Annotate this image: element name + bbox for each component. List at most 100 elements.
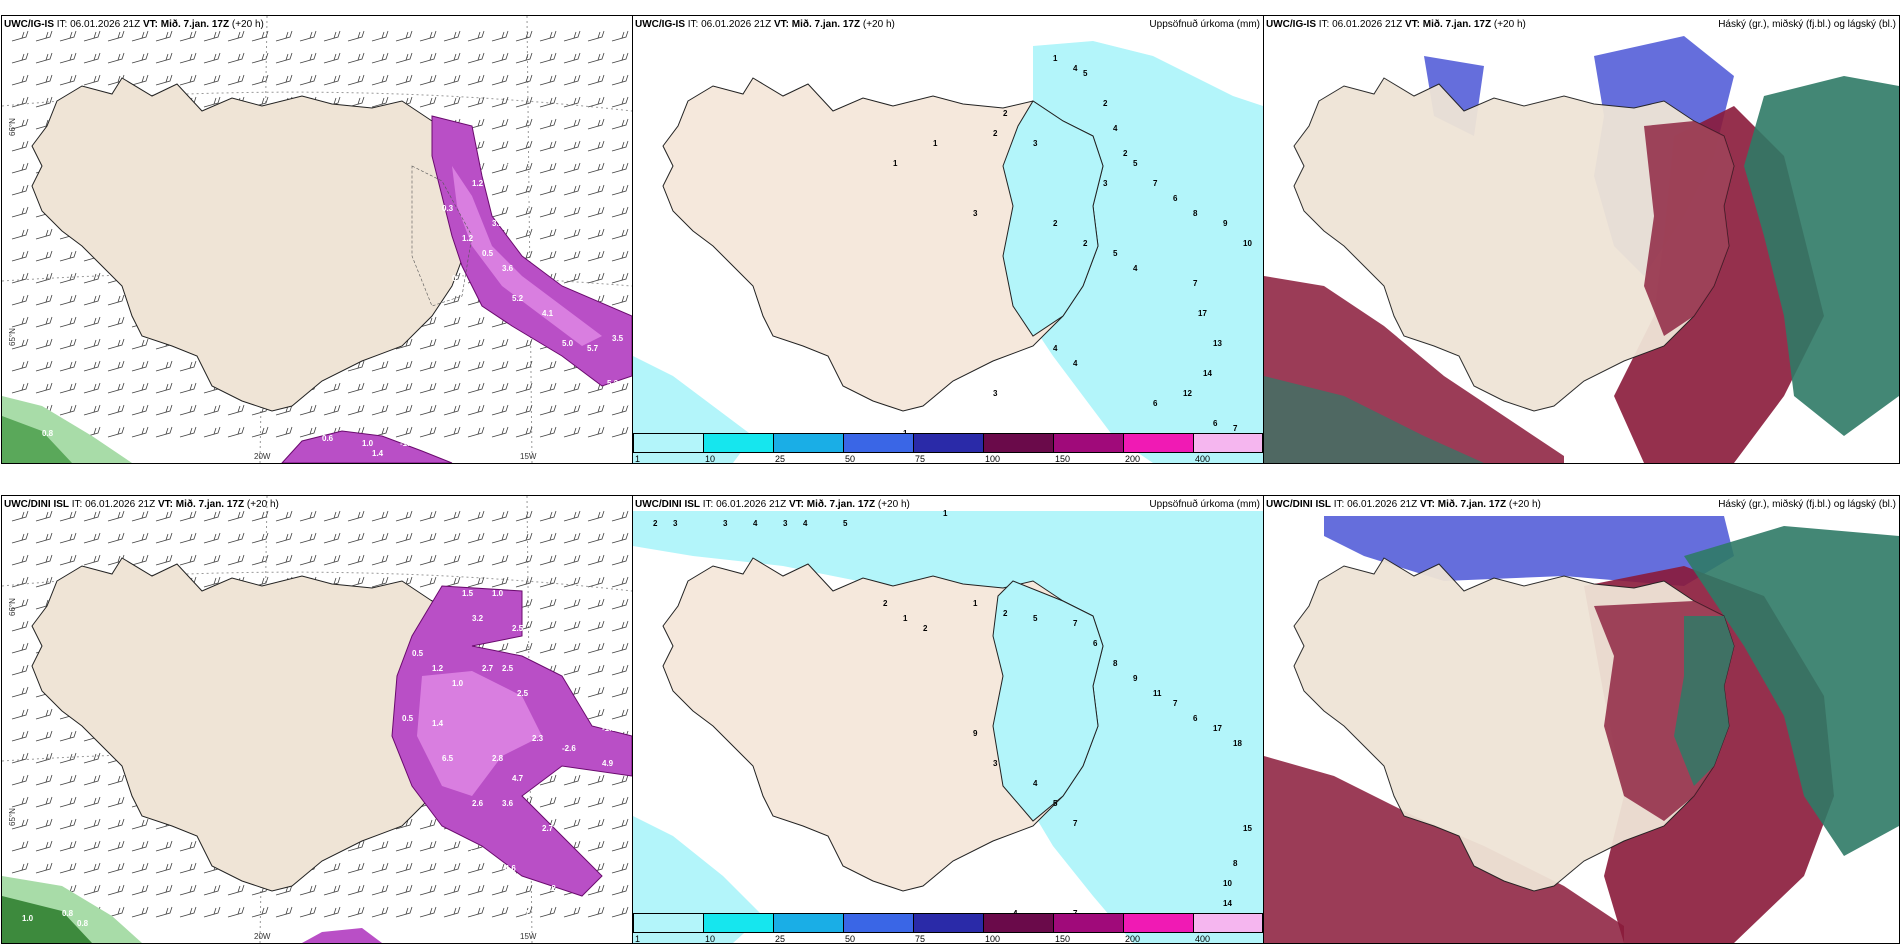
wind-barb xyxy=(563,96,581,108)
precip-land-east xyxy=(1002,100,1104,337)
wind-barb xyxy=(227,404,245,416)
wind-barb xyxy=(107,796,125,808)
wind-barb xyxy=(203,884,221,896)
wind-barb xyxy=(35,228,53,240)
wind-barb xyxy=(443,316,461,328)
value-label: 2 xyxy=(1083,239,1088,248)
wind-barb xyxy=(179,404,197,416)
precip-legend: 1 10 25 50 75 100 150 200 400 xyxy=(633,433,1263,463)
wind-barb xyxy=(275,554,293,566)
axis-lon-20: 20W xyxy=(254,932,271,941)
wind-barb xyxy=(11,118,29,130)
wind-barb xyxy=(107,338,125,350)
wind-barb xyxy=(179,840,197,852)
value-label: 1 xyxy=(973,599,978,608)
value-label: 6 xyxy=(1193,714,1198,723)
wind-barb xyxy=(107,294,125,306)
wind-barb xyxy=(587,620,605,632)
wind-barb xyxy=(395,840,413,852)
legend-swatch: 1 xyxy=(633,913,703,943)
wind-barb xyxy=(179,884,197,896)
wind-barb xyxy=(443,532,461,544)
wind-barb xyxy=(179,382,197,394)
wind-barb xyxy=(419,510,437,522)
wind-barb xyxy=(299,884,317,896)
legend-swatch: 200 xyxy=(1123,913,1193,943)
wind-barb xyxy=(443,906,461,918)
panel-title: Uppsöfnuð úrkoma (mm) xyxy=(1149,499,1260,510)
wind-barb xyxy=(467,884,485,896)
wind-barb xyxy=(59,294,77,306)
wind-barb xyxy=(491,52,509,64)
wind-barb xyxy=(155,52,173,64)
wind-barb xyxy=(35,272,53,284)
precip-north xyxy=(633,511,1263,943)
wind-barb xyxy=(323,52,341,64)
wind-barb xyxy=(587,30,605,42)
wind-barb xyxy=(491,554,509,566)
wind-barb xyxy=(179,862,197,874)
axis-lat-65: 65°N xyxy=(8,328,17,346)
value-label: 4 xyxy=(1113,124,1118,133)
wind-barb xyxy=(35,52,53,64)
precip-land-east xyxy=(992,580,1104,822)
wind-barb xyxy=(299,554,317,566)
wind-barb xyxy=(539,906,557,918)
wind-barb xyxy=(11,862,29,874)
wind-barb xyxy=(539,510,557,522)
wind-barb xyxy=(11,774,29,786)
wind-barb xyxy=(587,708,605,720)
wind-barb xyxy=(515,30,533,42)
wind-barb xyxy=(155,74,173,86)
wind-barb xyxy=(59,510,77,522)
value-label: 1.5 xyxy=(462,589,474,598)
wind-barb xyxy=(155,862,173,874)
wind-barb xyxy=(275,906,293,918)
wind-barb xyxy=(299,30,317,42)
wind-barb xyxy=(35,30,53,42)
precip-sw-inner xyxy=(2,416,72,463)
wind-barb xyxy=(563,140,581,152)
wind-barb xyxy=(131,862,149,874)
precip-band-inner xyxy=(452,166,602,346)
value-label: 3 xyxy=(993,389,998,398)
wind-barb xyxy=(347,52,365,64)
value-label: 3 xyxy=(993,759,998,768)
wind-barb xyxy=(587,532,605,544)
panel-precip-dini: UWC/DINI ISL IT: 06.01.2026 21Z VT: Mið.… xyxy=(632,495,1264,944)
wind-barb xyxy=(539,360,557,372)
value-label: 6.5 xyxy=(442,754,454,763)
wind-barb xyxy=(539,796,557,808)
wind-barb xyxy=(563,576,581,588)
wind-barb xyxy=(83,338,101,350)
wind-barb xyxy=(83,862,101,874)
wind-barb xyxy=(155,426,173,438)
wind-barb xyxy=(251,74,269,86)
value-label: 1.4 xyxy=(432,719,444,728)
wind-barb xyxy=(395,74,413,86)
wind-barb xyxy=(563,906,581,918)
legend-swatch: 10 xyxy=(703,913,773,943)
wind-barb xyxy=(467,382,485,394)
wind-barb xyxy=(563,250,581,262)
value-label: 1.2 xyxy=(617,399,629,408)
wind-barb xyxy=(419,382,437,394)
wind-barb xyxy=(419,30,437,42)
wind-barb xyxy=(371,74,389,86)
wind-barb xyxy=(203,74,221,86)
wind-barb xyxy=(419,360,437,372)
legend-label: 75 xyxy=(915,454,926,464)
wind-barb xyxy=(59,74,77,86)
wind-barb xyxy=(131,554,149,566)
wind-barb xyxy=(587,140,605,152)
wind-barb xyxy=(347,74,365,86)
value-label: 12 xyxy=(1183,389,1192,398)
precip-band xyxy=(431,115,632,387)
wind-barb xyxy=(611,294,629,306)
value-label: 3 xyxy=(673,519,678,528)
wind-barb xyxy=(35,752,53,764)
value-label: 1.0 xyxy=(22,914,34,923)
wind-barb xyxy=(419,576,437,588)
wind-barb xyxy=(131,906,149,918)
wind-barb xyxy=(11,74,29,86)
